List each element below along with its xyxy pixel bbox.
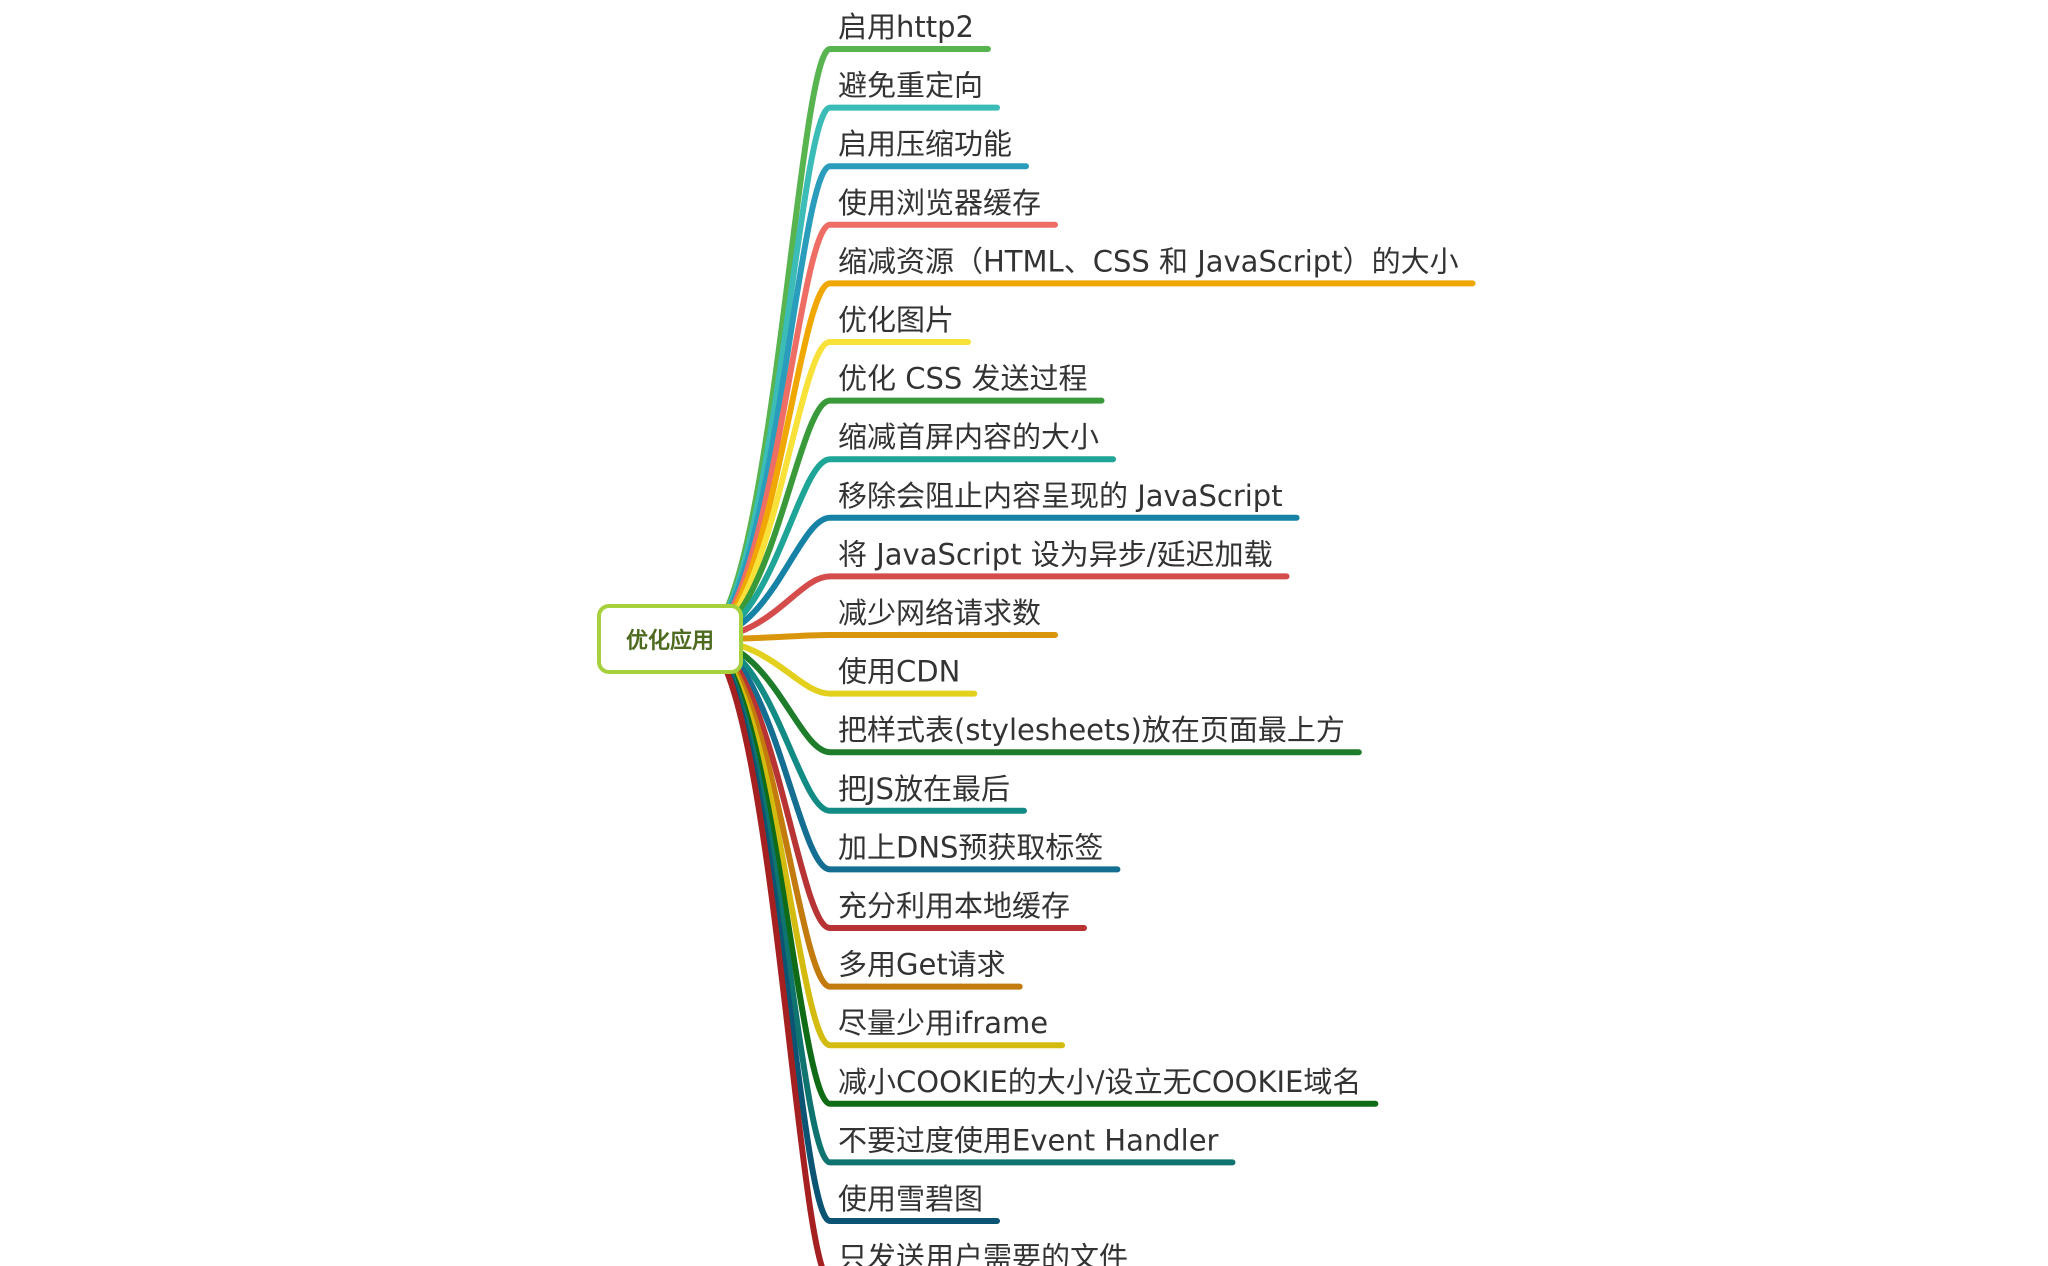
branch-connector-11 <box>697 632 1059 642</box>
branch-label-1[interactable]: 启用http2 <box>838 10 974 44</box>
branch-label-5[interactable]: 缩减资源（HTML、CSS 和 JavaScript）的大小 <box>838 244 1459 278</box>
branch-label-8[interactable]: 缩减首屏内容的大小 <box>838 420 1099 454</box>
branch-label-14[interactable]: 把JS放在最后 <box>838 772 1010 806</box>
root-node[interactable]: 优化应用 <box>597 604 743 674</box>
branch-label-21[interactable]: 使用雪碧图 <box>838 1182 983 1216</box>
branch-connector-22 <box>697 636 825 1266</box>
branch-label-18[interactable]: 尽量少用iframe <box>838 1006 1048 1040</box>
branch-label-13[interactable]: 把样式表(stylesheets)放在页面最上方 <box>838 713 1345 747</box>
branch-label-3[interactable]: 启用压缩功能 <box>838 127 1012 161</box>
branch-label-10[interactable]: 将 JavaScript 设为异步/延迟加载 <box>838 537 1273 571</box>
branch-label-2[interactable]: 避免重定向 <box>838 69 983 103</box>
branch-label-6[interactable]: 优化图片 <box>838 303 954 337</box>
branch-label-17[interactable]: 多用Get请求 <box>838 948 1006 982</box>
branch-label-22[interactable]: 只发送用户需要的文件 <box>838 1241 1128 1266</box>
branch-label-12[interactable]: 使用CDN <box>838 655 960 689</box>
branch-label-4[interactable]: 使用浏览器缓存 <box>838 186 1041 220</box>
branch-label-11[interactable]: 减少网络请求数 <box>838 596 1041 630</box>
branch-label-20[interactable]: 不要过度使用Event Handler <box>838 1123 1219 1157</box>
branch-label-15[interactable]: 加上DNS预获取标签 <box>838 830 1103 864</box>
root-label: 优化应用 <box>625 629 714 654</box>
branch-label-7[interactable]: 优化 CSS 发送过程 <box>838 362 1088 396</box>
branch-label-9[interactable]: 移除会阻止内容呈现的 JavaScript <box>838 479 1283 513</box>
branch-label-19[interactable]: 减小COOKIE的大小/设立无COOKIE域名 <box>838 1065 1361 1099</box>
branch-label-16[interactable]: 充分利用本地缓存 <box>838 889 1070 923</box>
